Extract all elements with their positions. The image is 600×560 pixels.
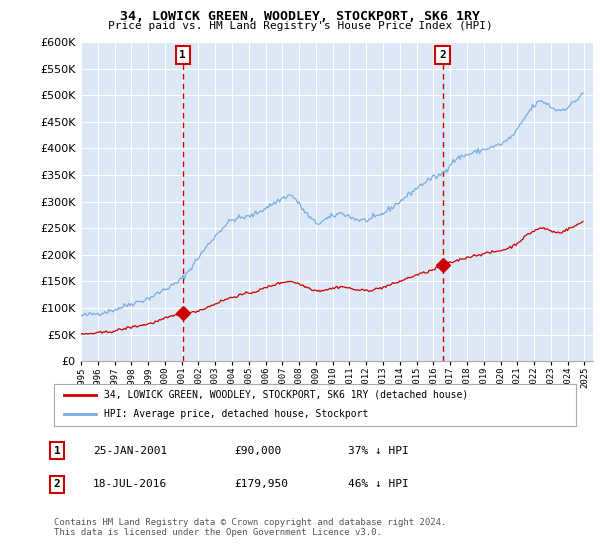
Text: £179,950: £179,950 [234, 479, 288, 489]
Text: 18-JUL-2016: 18-JUL-2016 [93, 479, 167, 489]
Text: 1: 1 [53, 446, 61, 456]
Text: Contains HM Land Registry data © Crown copyright and database right 2024.
This d: Contains HM Land Registry data © Crown c… [54, 518, 446, 538]
Text: HPI: Average price, detached house, Stockport: HPI: Average price, detached house, Stoc… [104, 409, 368, 419]
Text: 34, LOWICK GREEN, WOODLEY, STOCKPORT, SK6 1RY (detached house): 34, LOWICK GREEN, WOODLEY, STOCKPORT, SK… [104, 390, 468, 400]
Text: 25-JAN-2001: 25-JAN-2001 [93, 446, 167, 456]
Text: 37% ↓ HPI: 37% ↓ HPI [348, 446, 409, 456]
Text: 2: 2 [439, 50, 446, 60]
Text: 1: 1 [179, 50, 186, 60]
Text: £90,000: £90,000 [234, 446, 281, 456]
Text: 2: 2 [53, 479, 61, 489]
Text: Price paid vs. HM Land Registry's House Price Index (HPI): Price paid vs. HM Land Registry's House … [107, 21, 493, 31]
Text: 46% ↓ HPI: 46% ↓ HPI [348, 479, 409, 489]
Text: 34, LOWICK GREEN, WOODLEY, STOCKPORT, SK6 1RY: 34, LOWICK GREEN, WOODLEY, STOCKPORT, SK… [120, 10, 480, 23]
